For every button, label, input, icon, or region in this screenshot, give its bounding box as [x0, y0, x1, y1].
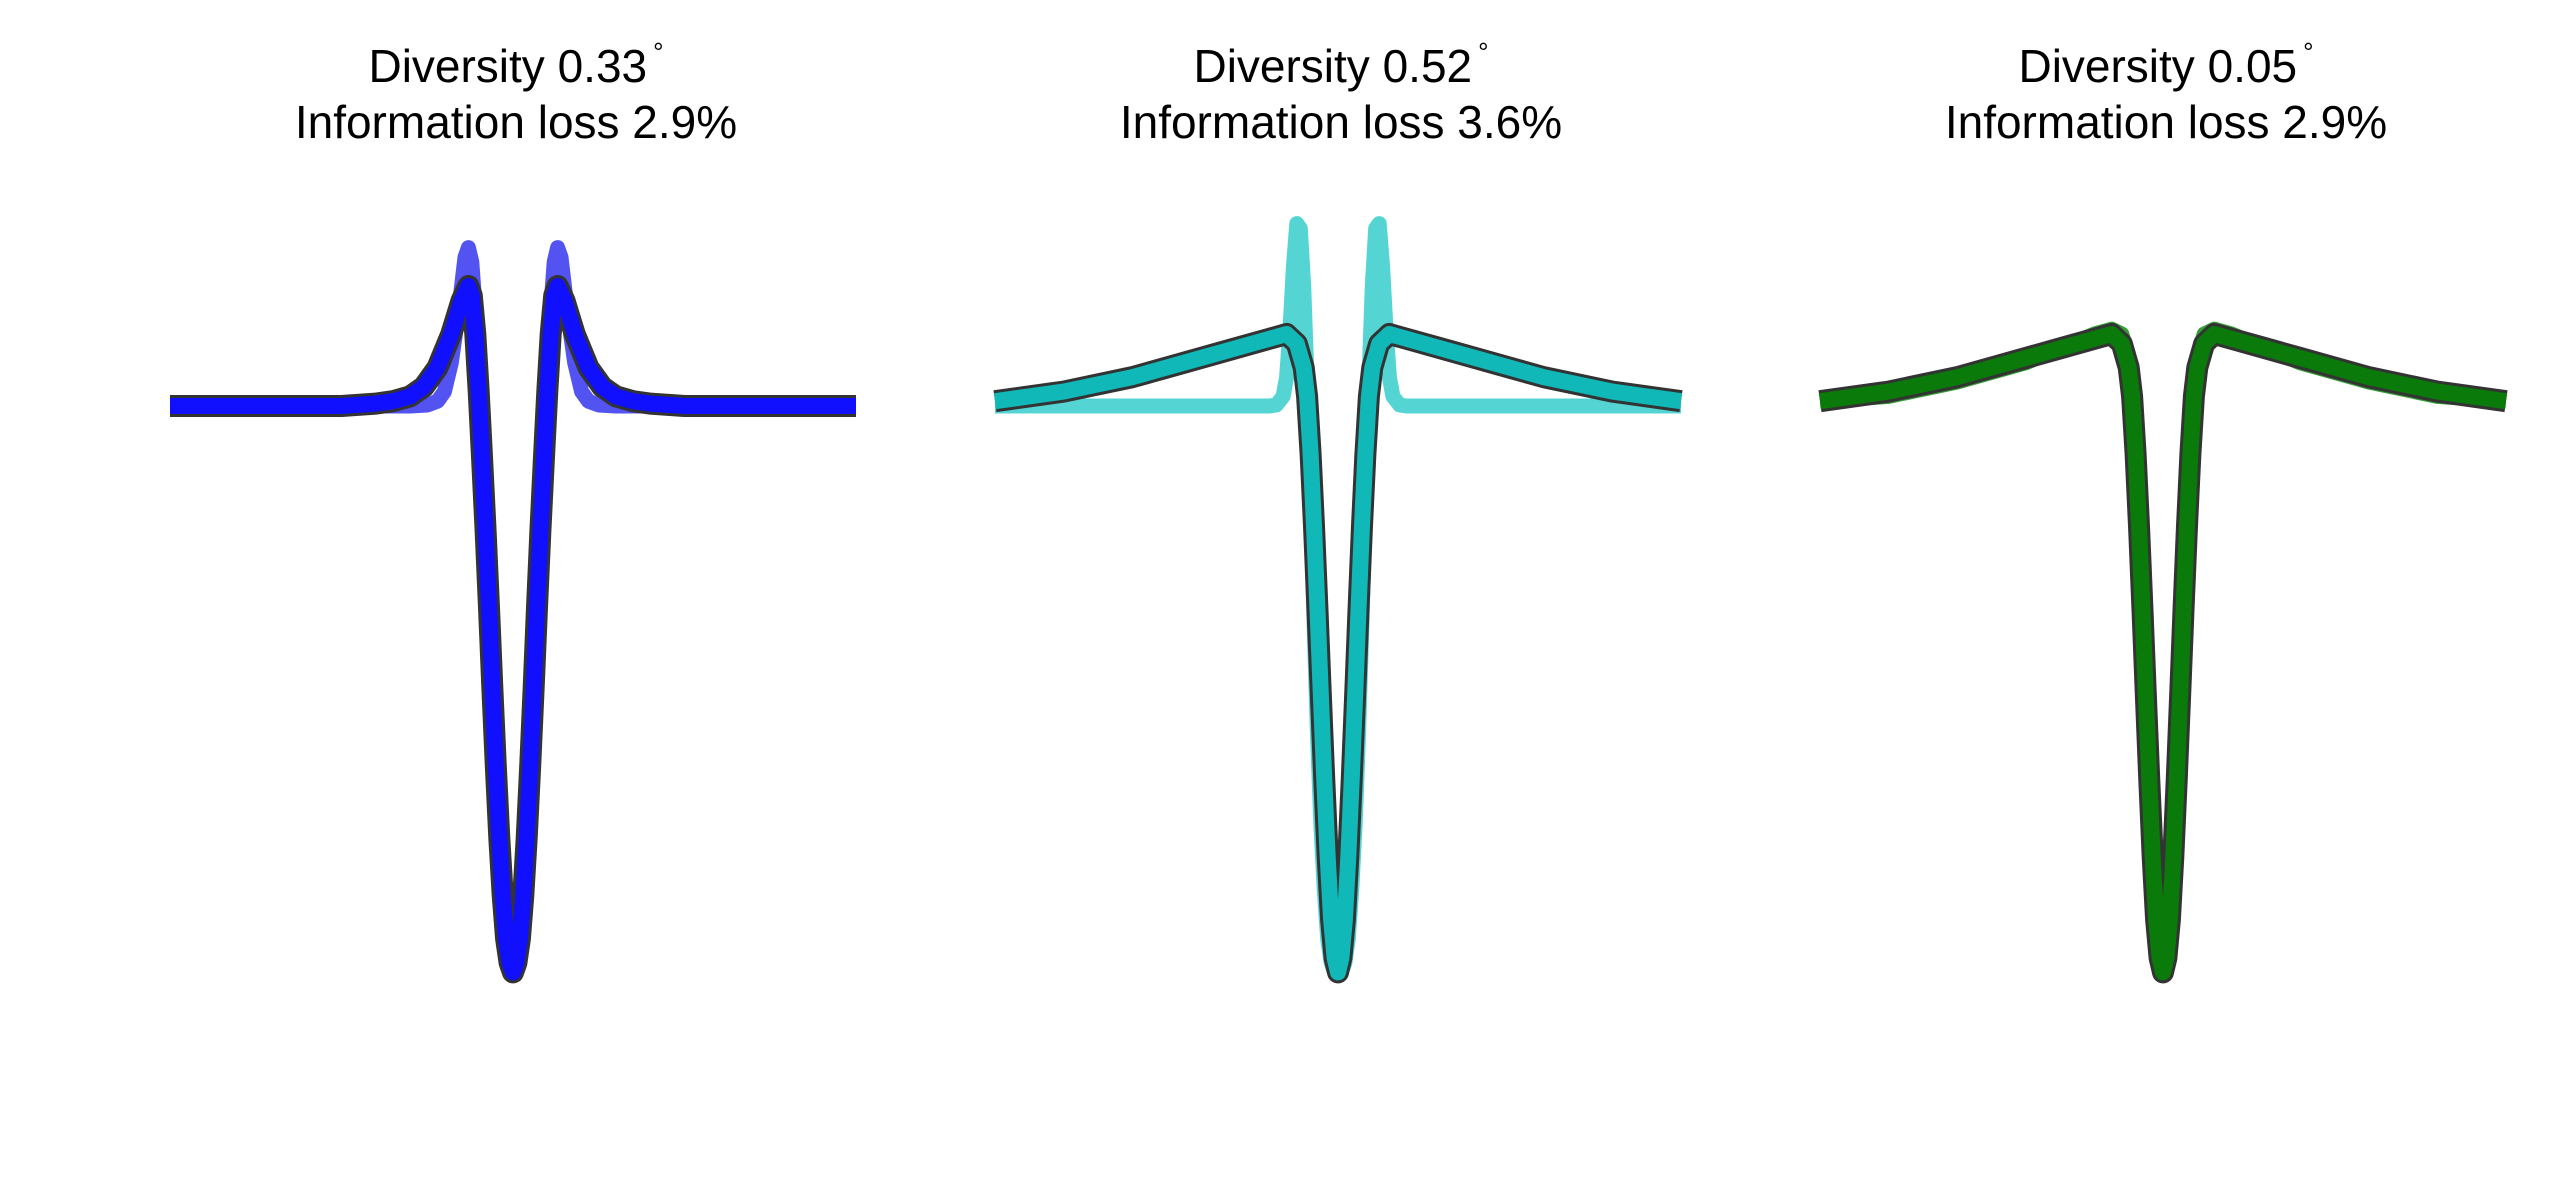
chart-title: Diversity 0.33 ° Information loss 2.9% [116, 24, 916, 150]
degree-symbol: ° [2303, 37, 2314, 67]
chart-plot [993, 216, 1683, 984]
chart-panel-2: Diversity 0.52 ° Information loss 3.6% [941, 0, 1741, 1192]
primary-series-line [993, 326, 1683, 981]
primary-series-outline [1818, 323, 2508, 984]
chart-title-line-1: Diversity 0.05 ° [1766, 24, 2553, 94]
primary-series-line [1818, 326, 2508, 981]
information-loss-label: Information loss 3.6% [1119, 95, 1563, 148]
primary-series-outline [993, 323, 1683, 984]
chart-title: Diversity 0.52 ° Information loss 3.6% [941, 24, 1741, 150]
diversity-label: Diversity 0.33 [368, 39, 648, 92]
chart-plot [1818, 321, 2508, 984]
information-loss-label: Information loss 2.9% [294, 95, 738, 148]
chart-panel-3: Diversity 0.05 ° Information loss 2.9% [1766, 0, 2553, 1192]
chart-title-line-1: Diversity 0.33 ° [116, 24, 916, 94]
secondary-series-line [170, 240, 856, 980]
chart-panel-1: Diversity 0.33 ° Information loss 2.9% [116, 0, 916, 1192]
primary-series-outline [170, 275, 856, 984]
diversity-label: Diversity 0.05 [2018, 39, 2298, 92]
degree-symbol: ° [653, 37, 664, 67]
chart-title-line-1: Diversity 0.52 ° [941, 24, 1741, 94]
primary-series-line [170, 278, 856, 981]
information-loss-label: Information loss 2.9% [1944, 95, 2388, 148]
degree-symbol: ° [1478, 37, 1489, 67]
chart-plot [170, 240, 856, 984]
chart-title: Diversity 0.05 ° Information loss 2.9% [1766, 24, 2553, 150]
diversity-label: Diversity 0.52 [1193, 39, 1473, 92]
